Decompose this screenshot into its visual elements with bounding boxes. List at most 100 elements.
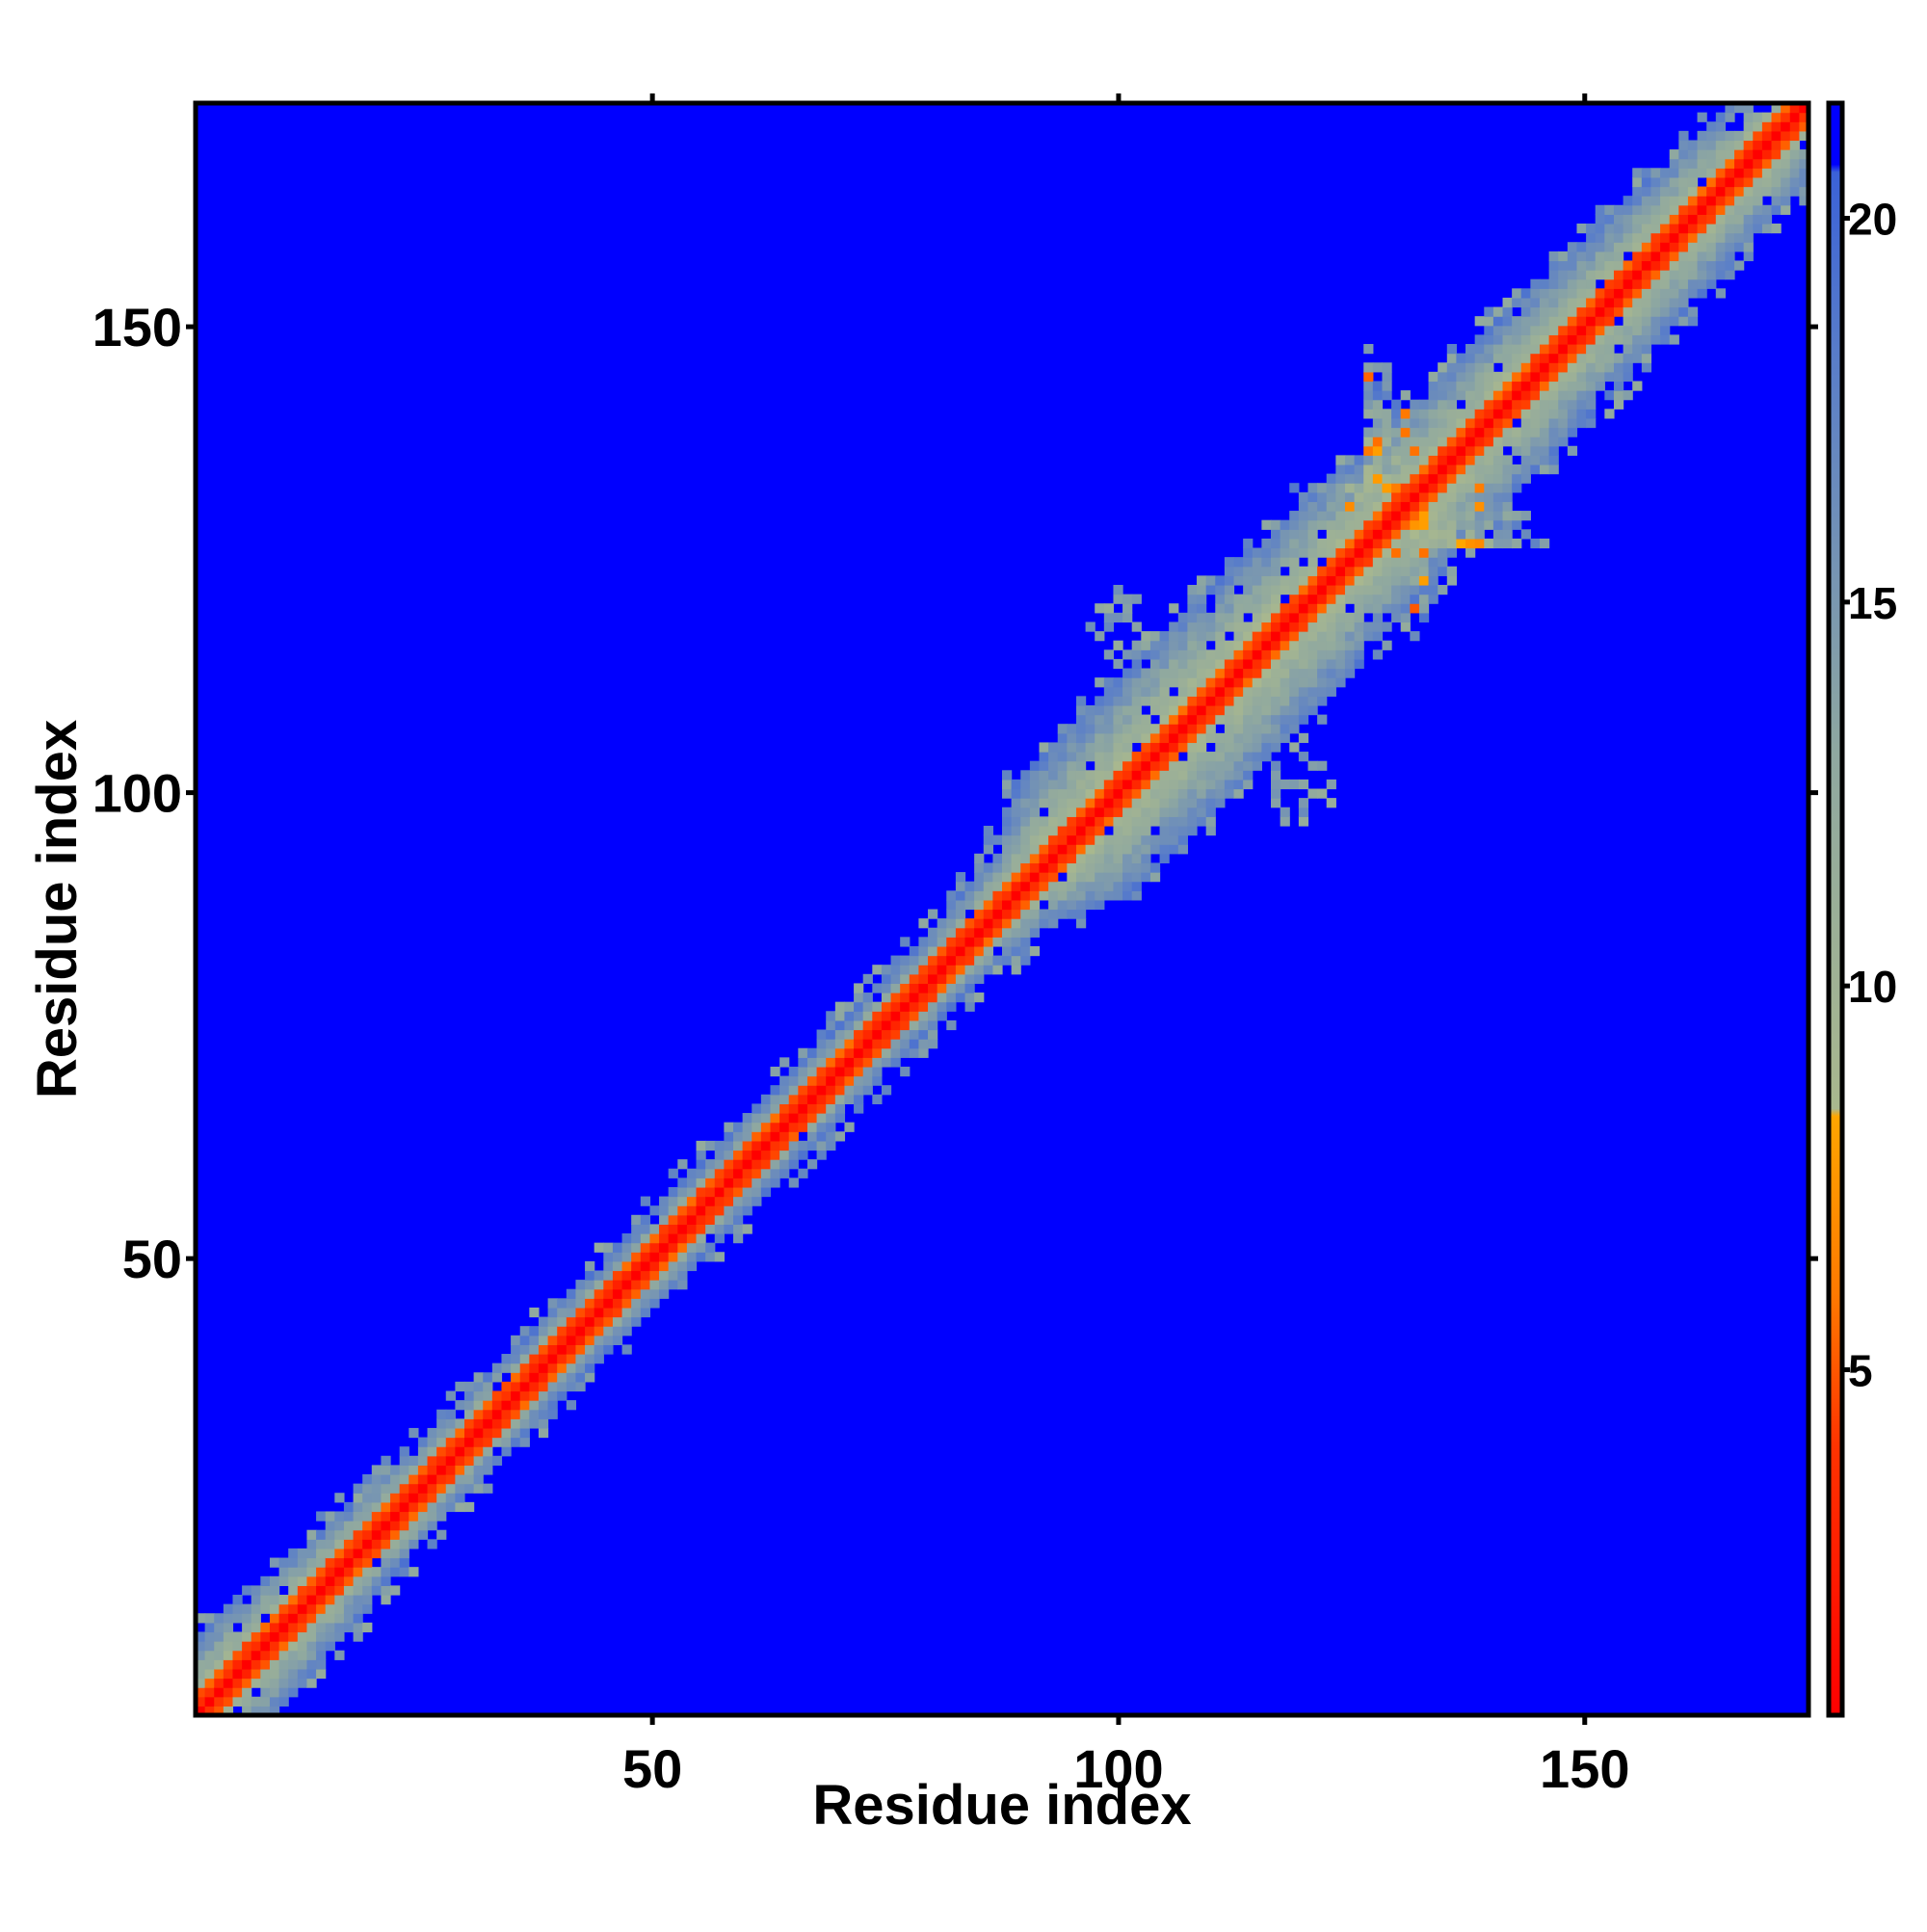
- heatmap-cell: [325, 1557, 335, 1568]
- heatmap-cell: [1159, 640, 1170, 650]
- heatmap-cell: [872, 1019, 883, 1031]
- heatmap-cell: [1298, 529, 1309, 540]
- heatmap-cell: [964, 927, 975, 938]
- heatmap-cell: [519, 1354, 530, 1364]
- heatmap-cell: [1039, 834, 1049, 845]
- heatmap-cell: [288, 1668, 299, 1680]
- heatmap-cell: [1317, 575, 1328, 586]
- heatmap-cell: [1215, 779, 1226, 790]
- heatmap-cell: [445, 1455, 456, 1466]
- heatmap-cell: [1317, 491, 1328, 503]
- heatmap-cell: [826, 1011, 836, 1021]
- heatmap-cell: [1382, 371, 1392, 383]
- heatmap-cell: [844, 1057, 855, 1068]
- heatmap-cell: [1085, 779, 1095, 790]
- heatmap-cell: [1159, 631, 1170, 642]
- heatmap-cell: [1002, 807, 1013, 817]
- heatmap-cell: [760, 1150, 772, 1160]
- heatmap-cell: [1029, 890, 1041, 901]
- heatmap-cell: [1335, 538, 1346, 549]
- heatmap-cell: [686, 1242, 698, 1253]
- heatmap-cell: [1113, 742, 1123, 753]
- heatmap-cell: [1567, 427, 1578, 437]
- heatmap-cell: [436, 1529, 447, 1540]
- heatmap-cell: [538, 1400, 549, 1411]
- heatmap-cell: [1706, 149, 1717, 160]
- heatmap-cell: [1474, 463, 1485, 475]
- heatmap-cell: [1177, 788, 1189, 799]
- heatmap-cell: [1558, 297, 1569, 308]
- heatmap-cell: [1113, 594, 1123, 604]
- heatmap-cell: [983, 909, 993, 919]
- heatmap-cell: [1363, 538, 1374, 549]
- heatmap-cell: [557, 1354, 568, 1364]
- heatmap-cell: [1428, 399, 1439, 410]
- heatmap-cell: [1197, 714, 1207, 725]
- heatmap-cell: [1039, 844, 1049, 855]
- heatmap-cell: [306, 1613, 317, 1624]
- heatmap-cell: [1595, 204, 1605, 215]
- heatmap-cell: [1632, 251, 1643, 262]
- heatmap-cell: [834, 1019, 846, 1031]
- heatmap-cell: [1438, 390, 1448, 401]
- heatmap-cell: [1095, 760, 1105, 771]
- heatmap-cell: [714, 1150, 725, 1160]
- heatmap-cell: [1215, 760, 1226, 771]
- heatmap-cell: [1474, 362, 1485, 373]
- heatmap-cell: [1289, 622, 1300, 632]
- heatmap-cell: [862, 973, 873, 985]
- heatmap-cell: [1438, 483, 1448, 493]
- heatmap-cell: [1400, 622, 1411, 632]
- heatmap-cell: [325, 1567, 335, 1577]
- heatmap-cell: [1492, 417, 1504, 429]
- heatmap-cell: [1438, 557, 1448, 568]
- heatmap-cell: [1177, 640, 1189, 650]
- heatmap-cell: [399, 1539, 409, 1549]
- heatmap-cell: [1428, 594, 1439, 604]
- heatmap-cell: [752, 1103, 762, 1114]
- heatmap-cell: [1335, 594, 1346, 604]
- heatmap-cell: [1169, 752, 1179, 762]
- heatmap-cell: [890, 1019, 901, 1031]
- heatmap-cell: [798, 1113, 808, 1124]
- heatmap-cell: [223, 1696, 234, 1707]
- heatmap-cell: [1391, 483, 1402, 493]
- heatmap-cell: [1261, 594, 1272, 604]
- heatmap-cell: [269, 1678, 280, 1688]
- heatmap-cell: [1271, 584, 1281, 595]
- heatmap-cell: [297, 1585, 308, 1596]
- heatmap-cell: [1743, 186, 1754, 197]
- heatmap-cell: [529, 1372, 540, 1383]
- heatmap-cell: [214, 1687, 224, 1698]
- heatmap-cell: [1558, 251, 1569, 262]
- heatmap-cell: [909, 1011, 920, 1021]
- heatmap-cell: [1706, 242, 1717, 252]
- heatmap-cell: [1289, 538, 1300, 549]
- heatmap-cell: [1715, 158, 1727, 169]
- heatmap-cell: [353, 1501, 363, 1513]
- heatmap-cell: [1641, 223, 1652, 234]
- heatmap-cell: [1428, 371, 1439, 383]
- heatmap-cell: [371, 1474, 383, 1485]
- heatmap-cell: [1271, 770, 1281, 781]
- heatmap-cell: [204, 1668, 215, 1680]
- heatmap-cell: [1520, 334, 1531, 345]
- heatmap-cell: [992, 853, 1003, 864]
- heatmap-cell: [1372, 463, 1384, 475]
- heatmap-cell: [316, 1548, 327, 1559]
- heatmap-cell: [371, 1585, 383, 1596]
- heatmap-cell: [1039, 816, 1049, 827]
- heatmap-cell: [806, 1103, 818, 1114]
- heatmap-cell: [1799, 176, 1809, 188]
- heatmap-cell: [1484, 538, 1494, 549]
- heatmap-cell: [473, 1446, 484, 1457]
- heatmap-cell: [242, 1613, 252, 1624]
- heatmap-cell: [862, 1075, 873, 1086]
- heatmap-cell: [1512, 409, 1522, 419]
- colorbar-tick-label: 10: [1848, 962, 1897, 1012]
- heatmap-cell: [659, 1242, 670, 1253]
- heatmap-cell: [806, 1075, 818, 1086]
- heatmap-cell: [788, 1178, 799, 1188]
- heatmap-cell: [1650, 316, 1661, 327]
